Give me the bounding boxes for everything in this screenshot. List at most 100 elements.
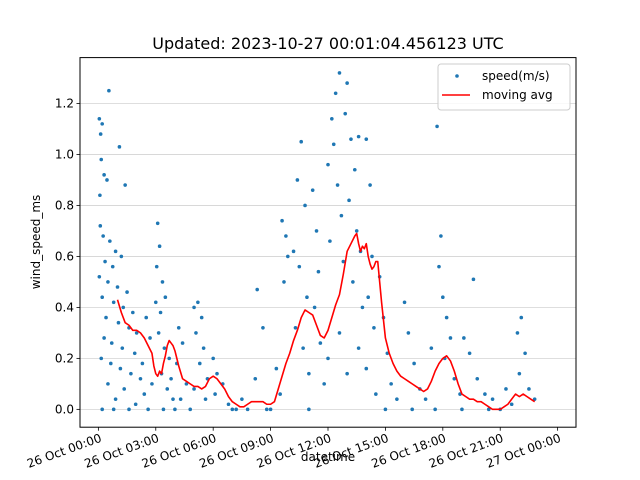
scatter-point [452,376,457,381]
scatter-point [410,407,414,412]
scatter-point [150,382,154,386]
scatter-point [115,285,120,289]
scatter-point [299,139,304,144]
scatter-point [318,341,323,345]
scatter-point [106,382,110,386]
scatter-point [169,376,173,381]
scatter-point [374,392,378,396]
scatter-point [109,341,114,345]
scatter-point [107,88,111,93]
scatter-point [108,239,112,243]
scatter-point [532,397,537,401]
scatter-point [504,387,508,391]
scatter-point [307,371,311,376]
scatter-point [475,376,480,381]
scatter-point [171,397,175,401]
scatter-point [180,341,185,345]
scatter-point [264,407,269,412]
scatter-point [113,249,118,254]
scatter-point [197,361,202,366]
scatter-point [351,280,355,284]
scatter-point [155,221,160,226]
scatter-point [467,351,472,356]
scatter-point [339,213,344,218]
scatter-point [471,277,476,282]
scatter-point [345,81,349,85]
scatter-point [268,407,273,412]
scatter-point [122,387,127,391]
scatter-point [368,183,372,187]
scatter-point [307,407,311,412]
scatter-point [165,387,170,391]
scatter-point [343,111,348,116]
scatter-point [274,366,279,371]
scatter-point [118,366,123,371]
scatter-point [328,239,332,243]
scatter-point [280,218,284,223]
scatter-point [326,162,330,167]
scatter-point [192,387,196,391]
scatter-point [215,371,219,376]
scatter-point [261,325,265,330]
scatter-point [331,142,336,147]
scatter-point [366,295,370,300]
scatter-point [347,198,351,203]
scatter-point [199,315,204,320]
x-axis-label: datetime [301,450,355,464]
y-tick-label: 0.2 [55,351,74,365]
y-axis-label: wind_speed_ms [29,195,43,290]
scatter-point [146,407,150,412]
scatter-point [316,269,321,274]
scatter-point [113,397,118,401]
scatter-point [372,325,376,330]
scatter-point [412,361,416,366]
scatter-point [301,346,305,350]
scatter-point [255,287,259,292]
scatter-point [360,305,365,310]
scatter-point [435,124,439,129]
scatter-point [337,331,342,335]
scatter-point [406,331,411,335]
scatter-point [240,397,244,401]
y-axis: 0.0 0.2 0.4 0.6 0.8 1.0 1.2 [55,96,80,416]
scatter-point [194,331,198,335]
scatter-point [132,351,137,356]
scatter-point [345,371,349,376]
scatter-point [226,402,231,407]
scatter-point [230,407,235,412]
scatter-point [439,234,443,238]
scatter-point [330,116,334,121]
scatter-point [129,371,133,376]
scatter-point [364,137,369,141]
scatter-point [140,361,145,366]
scatter-point [278,392,282,396]
scatter-point [176,325,181,330]
scatter-point [322,382,326,386]
scatter-point [352,167,357,172]
scatter-point [121,305,126,310]
y-grid [80,103,576,410]
scatter-point [102,336,106,340]
scatter-point [349,137,353,141]
scatter-point [111,407,116,412]
scatter-point [515,331,520,335]
scatter-point [97,116,102,121]
scatter-point [100,407,104,412]
scatter-point [105,178,109,182]
scatter-point [134,331,139,335]
scatter-point [437,264,441,269]
scatter-point [423,397,428,401]
legend-box [437,63,571,111]
scatter-point [462,336,466,340]
scatter-point [173,407,177,412]
scatter-point [486,407,491,412]
moving-avg-line [116,232,536,411]
y-tick-label: 0.6 [55,249,74,263]
scatter-series [97,71,537,412]
scatter-point [314,229,319,233]
scatter-point [429,346,434,350]
scatter-point [337,71,342,75]
scatter-point [148,336,152,340]
